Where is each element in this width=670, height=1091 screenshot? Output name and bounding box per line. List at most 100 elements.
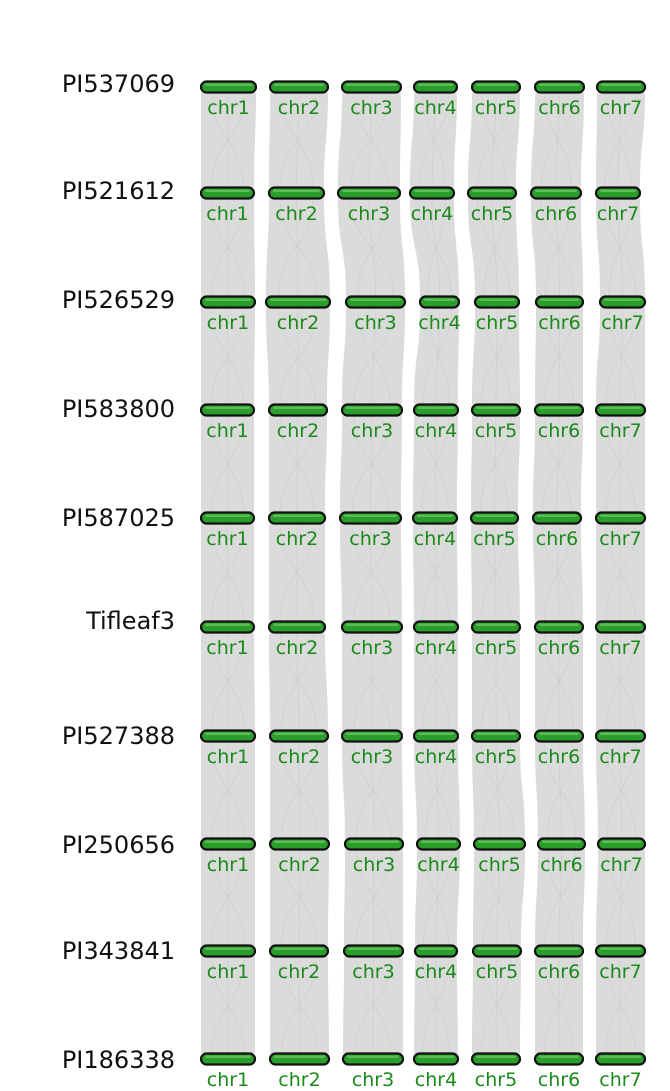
chromosome-bar-PI521612-chr5 — [466, 186, 518, 200]
synteny-strand — [481, 956, 512, 1054]
synteny-strand — [211, 92, 246, 188]
genome-label-PI521612: PI521612 — [62, 177, 175, 205]
chromosome-bar-PI186338-chr6 — [533, 1052, 585, 1066]
chromosome-label-PI521612-chr4: chr4 — [411, 203, 453, 225]
synteny-strand — [354, 956, 392, 1054]
chromosome-bar-PI343841-chr7 — [594, 944, 647, 958]
synteny-strand — [496, 849, 500, 946]
chromosome-label-PI521612-chr6: chr6 — [535, 203, 577, 225]
chromosome-label-Tifleaf3-chr4: chr4 — [415, 637, 457, 659]
chromosome-bar-PI537069-chr6 — [533, 80, 586, 94]
chromosome-label-Tifleaf3-chr5: chr5 — [475, 637, 517, 659]
chromosome-bar-Tifleaf3-chr4 — [412, 620, 460, 634]
chromosome-label-PI527388-chr2: chr2 — [278, 746, 320, 768]
chromosome-bar-highlight — [205, 189, 250, 192]
synteny-strand — [281, 92, 314, 188]
chromosome-bar-PI583800-chr3 — [340, 403, 404, 417]
chromosome-bar-highlight — [600, 1055, 641, 1058]
chromosome-label-Tifleaf3-chr6: chr6 — [538, 637, 580, 659]
synteny-strand — [350, 92, 390, 188]
synteny-strand — [211, 849, 245, 946]
synteny-strand — [278, 307, 316, 405]
synteny-strand — [279, 198, 318, 297]
chromosome-label-PI527388-chr6: chr6 — [538, 746, 580, 768]
synteny-strand — [604, 92, 636, 188]
chromosome-label-PI526529-chr7: chr7 — [601, 312, 643, 334]
chromosome-bar-highlight — [349, 840, 399, 843]
synteny-strand — [605, 307, 637, 405]
synteny-strand — [425, 741, 450, 839]
synteny-strand — [605, 849, 636, 946]
synteny-strand — [544, 307, 574, 405]
chromosome-bar-highlight — [274, 83, 324, 86]
synteny-cross-links — [211, 92, 637, 1054]
chromosome-bar-highlight — [537, 514, 577, 517]
chromosome-bar-Tifleaf3-chr6 — [533, 620, 585, 634]
chromosome-tracks: chr1 chr2 chr3 chr4 chr5 chr6 chr7 chr1 chr2 chr3… — [199, 80, 647, 1091]
chromosome-bar-PI527388-chr7 — [594, 729, 647, 743]
chromosome-label-PI583800-chr3: chr3 — [351, 420, 393, 442]
chromosome-bar-highlight — [539, 1055, 579, 1058]
chromosome-bar-highlight — [346, 623, 398, 626]
synteny-ribbon-PI521612-PI526529-chr2 — [266, 198, 330, 297]
chromosome-label-PI526529-chr2: chr2 — [277, 312, 319, 334]
synteny-strand — [427, 198, 446, 297]
chromosome-bar-highlight — [539, 623, 579, 626]
synteny-strand — [431, 198, 440, 297]
chromosome-bar-PI583800-chr2 — [267, 403, 329, 417]
chromosome-bar-highlight — [274, 947, 324, 950]
synteny-strand — [211, 198, 244, 297]
chromosome-bar-highlight — [539, 732, 579, 735]
chromosome-bar-PI186338-chr3 — [341, 1052, 405, 1066]
chromosome-label-PI583800-chr2: chr2 — [277, 420, 319, 442]
synteny-strand — [542, 415, 574, 513]
chromosome-bar-PI527388-chr4 — [412, 729, 460, 743]
synteny-strand — [211, 523, 244, 622]
chromosome-bar-PI527388-chr2 — [268, 729, 330, 743]
chromosome-bar-highlight — [419, 947, 453, 950]
chromosome-bar-highlight — [205, 514, 250, 517]
chromosome-bar-highlight — [273, 406, 323, 409]
chromosome-label-PI343841-chr1: chr1 — [207, 961, 249, 983]
chromosome-label-PI521612-chr5: chr5 — [471, 203, 513, 225]
synteny-strand — [477, 92, 511, 188]
chromosome-bar-highlight — [348, 947, 399, 950]
synteny-strand — [495, 307, 498, 405]
chromosome-bar-highlight — [205, 298, 251, 301]
chromosome-bar-highlight — [424, 298, 455, 301]
chromosome-bar-PI526529-chr1 — [199, 295, 257, 309]
chromosome-label-PI526529-chr4: chr4 — [418, 312, 460, 334]
chromosome-label-PI250656-chr6: chr6 — [540, 854, 582, 876]
chromosome-bar-PI250656-chr4 — [415, 837, 462, 851]
chromosome-label-PI537069-chr5: chr5 — [475, 97, 517, 119]
chromosome-bar-highlight — [273, 189, 320, 192]
chromosome-bar-highlight — [205, 1055, 251, 1058]
chromosome-bar-Tifleaf3-chr1 — [199, 620, 256, 634]
synteny-strand — [605, 523, 636, 622]
synteny-strand — [211, 415, 244, 513]
chromosome-bar-highlight — [347, 1055, 399, 1058]
chromosome-bar-highlight — [344, 514, 397, 517]
chromosome-label-PI521612-chr2: chr2 — [275, 203, 317, 225]
synteny-strand — [281, 956, 317, 1054]
chromosome-label-PI250656-chr5: chr5 — [478, 854, 520, 876]
chromosome-bar-PI537069-chr4 — [412, 80, 459, 94]
synteny-strand — [281, 849, 318, 946]
chromosome-label-PI527388-chr5: chr5 — [475, 746, 517, 768]
chromosome-bar-PI526529-chr5 — [473, 295, 521, 309]
chromosome-bar-PI521612-chr1 — [199, 186, 256, 200]
synteny-strand — [355, 849, 392, 946]
chromosome-bar-highlight — [346, 406, 398, 409]
synteny-strand — [540, 198, 574, 297]
synteny-strand — [620, 307, 623, 405]
chromosome-label-PI527388-chr4: chr4 — [415, 746, 457, 768]
chromosome-label-PI186338-chr4: chr4 — [415, 1069, 457, 1091]
synteny-strand — [357, 198, 388, 297]
chromosome-label-PI250656-chr2: chr2 — [278, 854, 320, 876]
chromosome-bar-PI587025-chr5 — [469, 511, 520, 525]
chromosome-label-PI250656-chr7: chr7 — [600, 854, 642, 876]
chromosome-bar-highlight — [476, 406, 516, 409]
synteny-strand — [483, 198, 507, 297]
chromosome-bar-PI526529-chr2 — [264, 295, 332, 309]
chromosome-label-PI186338-chr2: chr2 — [278, 1069, 320, 1091]
